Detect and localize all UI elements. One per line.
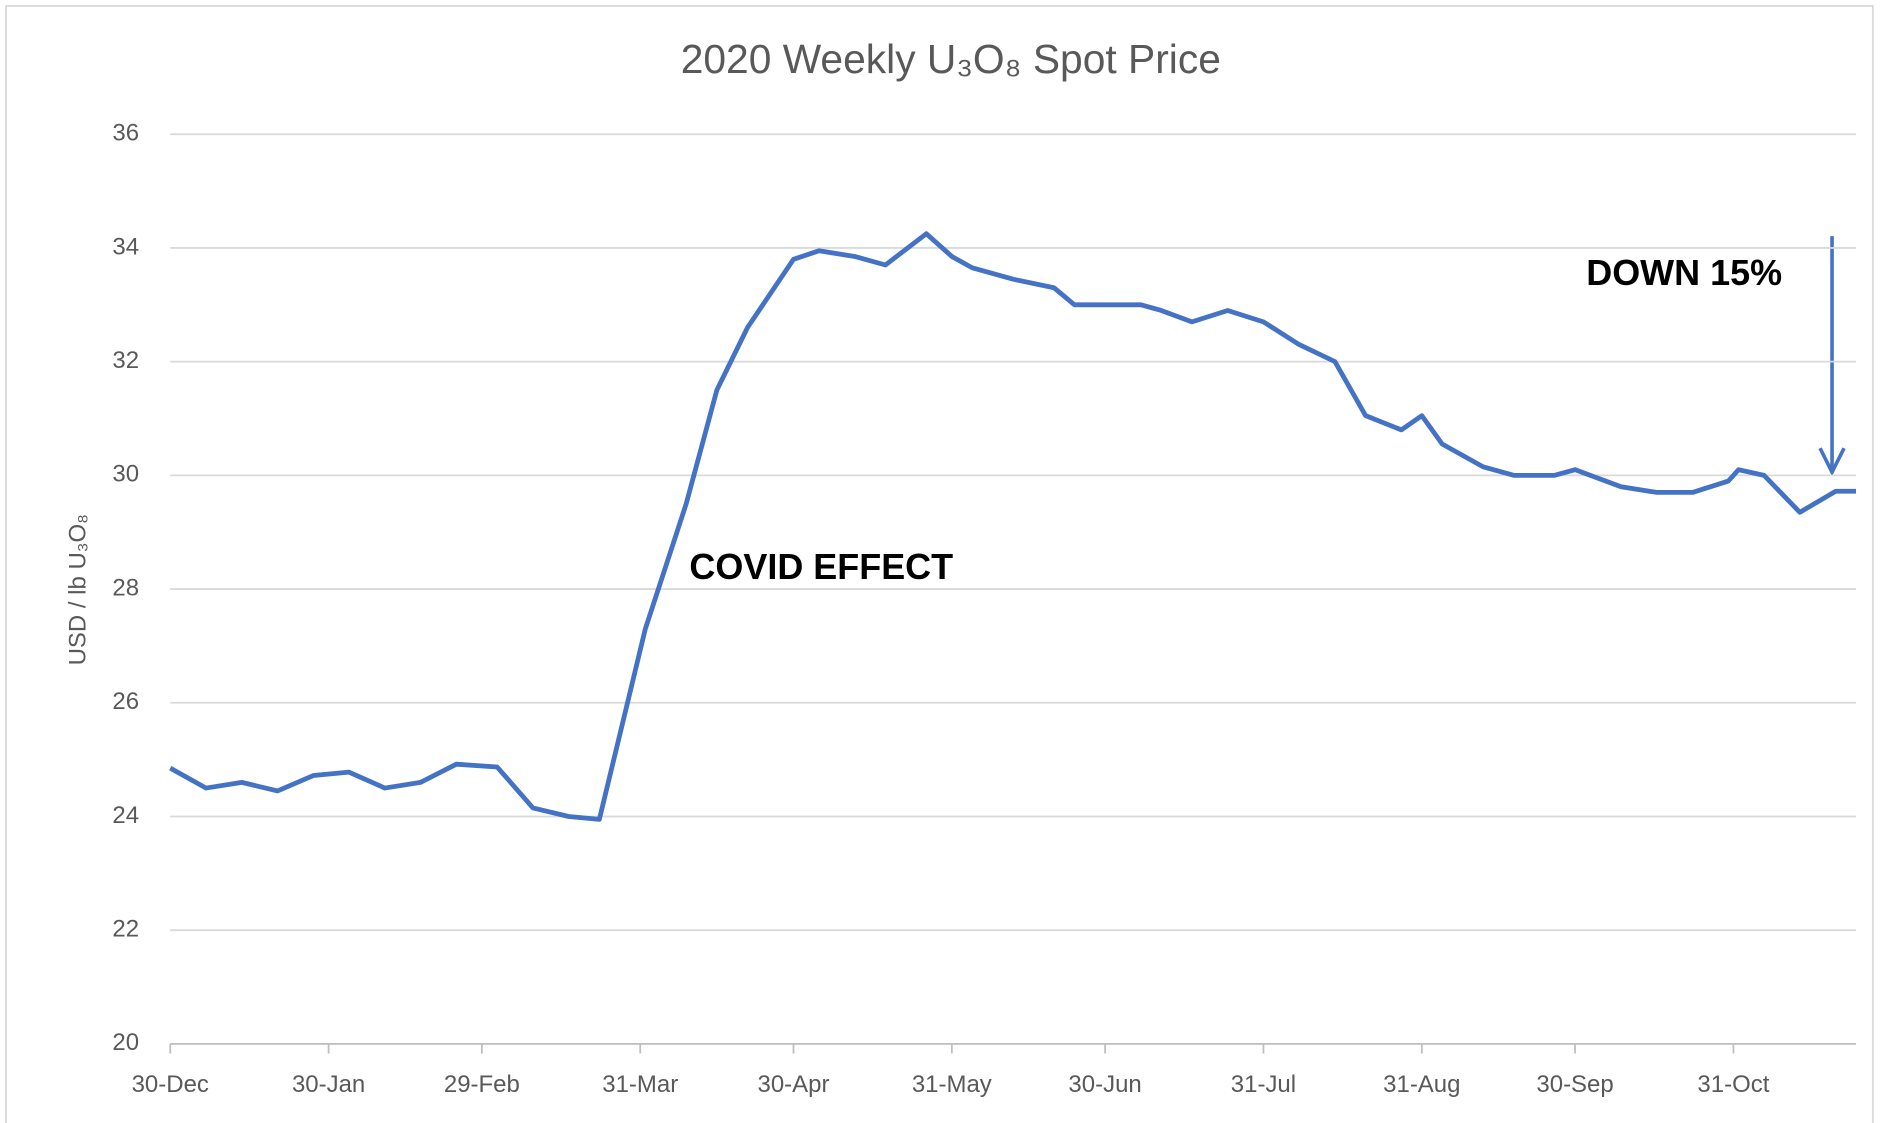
x-tick-label: 30-Apr — [757, 1071, 829, 1098]
x-tick-label: 29-Feb — [444, 1071, 520, 1098]
x-tick-label: 31-Oct — [1697, 1071, 1769, 1098]
x-tick-label: 31-May — [912, 1071, 992, 1098]
annotation: DOWN 15% — [1586, 252, 1782, 293]
y-axis-label: USD / lb U₃O₈ — [64, 514, 91, 666]
arrow — [1818, 236, 1846, 477]
y-tick-label: 30 — [112, 461, 139, 488]
x-tick-label: 31-Mar — [602, 1071, 678, 1098]
y-tick-label: 22 — [112, 916, 139, 943]
y-tick-label: 20 — [112, 1029, 139, 1056]
x-tick-label: 30-Sep — [1536, 1071, 1613, 1098]
y-tick-label: 32 — [112, 347, 139, 374]
chart-title: 2020 Weekly U₃O₈ Spot Price — [681, 36, 1221, 82]
y-tick-label: 26 — [112, 688, 139, 715]
y-tick-label: 28 — [112, 574, 139, 601]
line-series — [169, 231, 1857, 822]
x-tick-label: 30-Jan — [292, 1071, 365, 1098]
y-tick-label: 34 — [112, 233, 139, 260]
annotation: COVID EFFECT — [689, 546, 953, 587]
x-tick-label: 31-Jul — [1231, 1071, 1296, 1098]
x-tick-label: 31-Aug — [1383, 1071, 1460, 1098]
chart-frame — [5, 5, 1874, 1123]
x-tick-label: 30-Dec — [132, 1071, 209, 1098]
y-tick-label: 24 — [112, 802, 139, 829]
x-tick-label: 30-Jun — [1068, 1071, 1141, 1098]
y-tick-label: 36 — [112, 120, 139, 147]
